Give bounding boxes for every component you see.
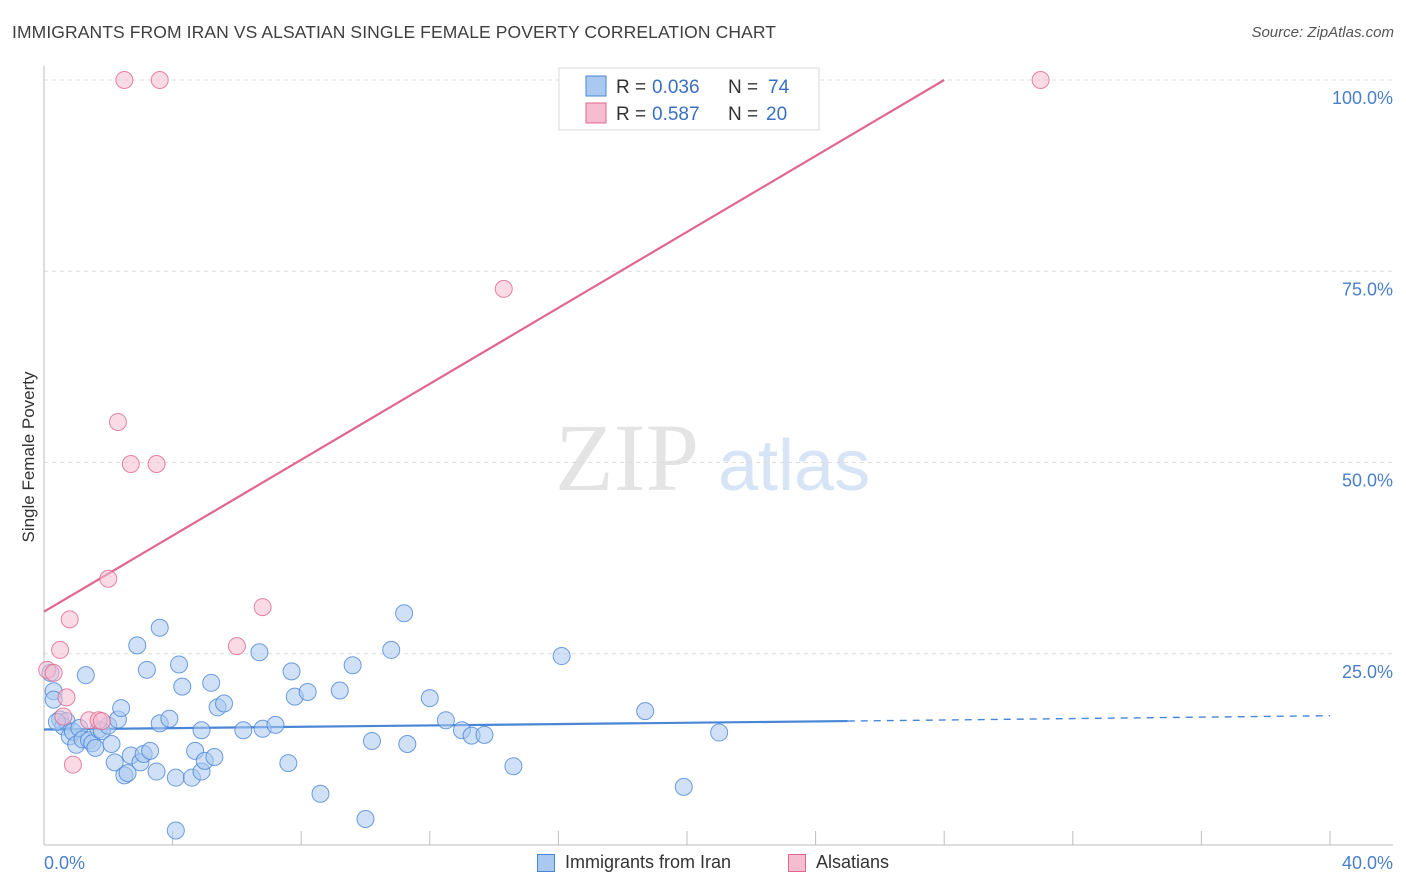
data-point-iran-70 — [636, 702, 655, 721]
legend-n-label-alsatians: N = — [728, 104, 758, 125]
data-point-iran-60 — [382, 640, 401, 659]
axes — [43, 66, 1393, 846]
y-tick-label-3: 100.0% — [1332, 88, 1393, 108]
data-point-iran-68 — [504, 757, 523, 776]
legend-r-value-alsatians: 0.587 — [652, 104, 700, 125]
data-point-iran-55 — [311, 784, 330, 803]
data-point-alsatians-10 — [99, 569, 118, 588]
data-point-iran-37 — [173, 677, 192, 696]
correlation-legend: R = 0.036 N = 74 R = 0.587 N = 20 — [558, 67, 820, 131]
legend-n-value-iran: 74 — [768, 77, 790, 98]
data-point-iran-47 — [234, 721, 253, 740]
legend-swatch-iran — [585, 75, 607, 97]
x-tick-label-max: 40.0% — [1342, 853, 1393, 873]
data-point-alsatians-17 — [253, 598, 272, 617]
data-point-iran-69 — [552, 647, 571, 666]
data-point-iran-51 — [279, 754, 298, 773]
data-point-iran-36 — [170, 655, 189, 674]
data-point-iran-28 — [137, 660, 156, 679]
trend-line-alsatians — [43, 79, 945, 613]
bottom-legend-label-iran: Immigrants from Iran — [565, 852, 732, 872]
data-point-iran-62 — [398, 735, 417, 754]
legend-r-label-alsatians: R = — [616, 104, 646, 125]
trend-line-iran-extrapolated — [847, 715, 1331, 722]
data-point-iran-67 — [475, 725, 494, 744]
data-point-iran-71 — [674, 777, 693, 796]
data-point-alsatians-2 — [51, 640, 70, 659]
data-point-iran-63 — [420, 689, 439, 708]
data-point-iran-23 — [118, 764, 137, 783]
legend-n-label-iran: N = — [728, 77, 758, 98]
data-point-iran-64 — [436, 711, 455, 730]
data-point-iran-34 — [166, 768, 185, 787]
data-point-alsatians-4 — [57, 688, 76, 707]
data-point-iran-19 — [105, 753, 124, 772]
bottom-legend-swatch-alsatians — [788, 853, 806, 872]
data-point-alsatians-12 — [115, 71, 134, 89]
data-point-alsatians-15 — [150, 71, 169, 89]
data-point-iran-44 — [205, 748, 224, 767]
legend-r-label-iran: R = — [616, 77, 646, 98]
bottom-legend-swatch-iran — [537, 853, 555, 872]
data-point-iran-31 — [150, 618, 169, 637]
data-points — [38, 71, 1050, 840]
data-point-iran-57 — [343, 656, 362, 675]
data-point-alsatians-14 — [147, 455, 166, 474]
x-tick-labels: 0.0% 40.0% — [44, 853, 1393, 873]
y-tick-label-2: 75.0% — [1342, 279, 1393, 299]
data-point-alsatians-18 — [494, 279, 513, 298]
data-point-alsatians-5 — [60, 610, 79, 629]
legend-swatch-alsatians — [585, 102, 607, 124]
data-point-iran-14 — [86, 738, 105, 757]
data-point-iran-35 — [166, 821, 185, 840]
chart-source: Source: ZipAtlas.com — [1251, 24, 1394, 41]
data-point-iran-52 — [282, 662, 301, 681]
chart-title: IMMIGRANTS FROM IRAN VS ALSATIAN SINGLE … — [12, 22, 777, 42]
data-point-iran-21 — [112, 699, 131, 718]
data-point-iran-59 — [362, 731, 381, 750]
data-point-alsatians-19 — [1031, 71, 1050, 89]
bottom-legend-alsatians: Alsatians — [788, 852, 889, 873]
watermark-zip: ZIP — [555, 404, 699, 511]
legend-n-value-alsatians: 20 — [766, 104, 787, 125]
bottom-legend-iran: Immigrants from Iran — [537, 852, 731, 873]
watermark-atlas: atlas — [718, 426, 870, 506]
data-point-alsatians-9 — [92, 712, 111, 731]
y-tick-label-1: 50.0% — [1342, 471, 1393, 491]
data-point-alsatians-1 — [44, 663, 63, 682]
data-point-iran-46 — [215, 694, 234, 713]
data-point-iran-58 — [356, 809, 375, 828]
data-point-alsatians-16 — [227, 637, 246, 656]
data-point-alsatians-11 — [108, 412, 127, 431]
bottom-legend-label-alsatians: Alsatians — [816, 852, 890, 872]
data-point-iran-61 — [395, 604, 414, 623]
data-point-iran-33 — [160, 709, 179, 728]
legend-r-value-iran: 0.036 — [652, 77, 700, 98]
y-axis-label: Single Female Poverty — [19, 371, 38, 543]
data-point-alsatians-3 — [54, 707, 73, 726]
y-tick-label-0: 25.0% — [1342, 662, 1393, 682]
data-point-iran-50 — [266, 715, 285, 734]
gridlines — [44, 79, 1393, 655]
data-point-iran-72 — [710, 723, 729, 742]
data-point-iran-48 — [250, 643, 269, 662]
data-point-alsatians-6 — [63, 755, 82, 774]
data-point-iran-11 — [76, 666, 95, 685]
data-point-iran-41 — [192, 721, 211, 740]
data-point-alsatians-13 — [121, 455, 140, 474]
data-point-iran-18 — [102, 735, 121, 754]
data-point-iran-54 — [298, 683, 317, 701]
data-point-iran-29 — [141, 741, 160, 760]
data-point-iran-43 — [202, 673, 221, 692]
data-point-iran-30 — [147, 762, 166, 781]
y-tick-labels: 25.0% 50.0% 75.0% 100.0% — [1332, 88, 1393, 682]
data-point-iran-56 — [330, 681, 349, 700]
data-point-iran-25 — [128, 636, 147, 655]
x-tick-label-min: 0.0% — [44, 853, 85, 873]
